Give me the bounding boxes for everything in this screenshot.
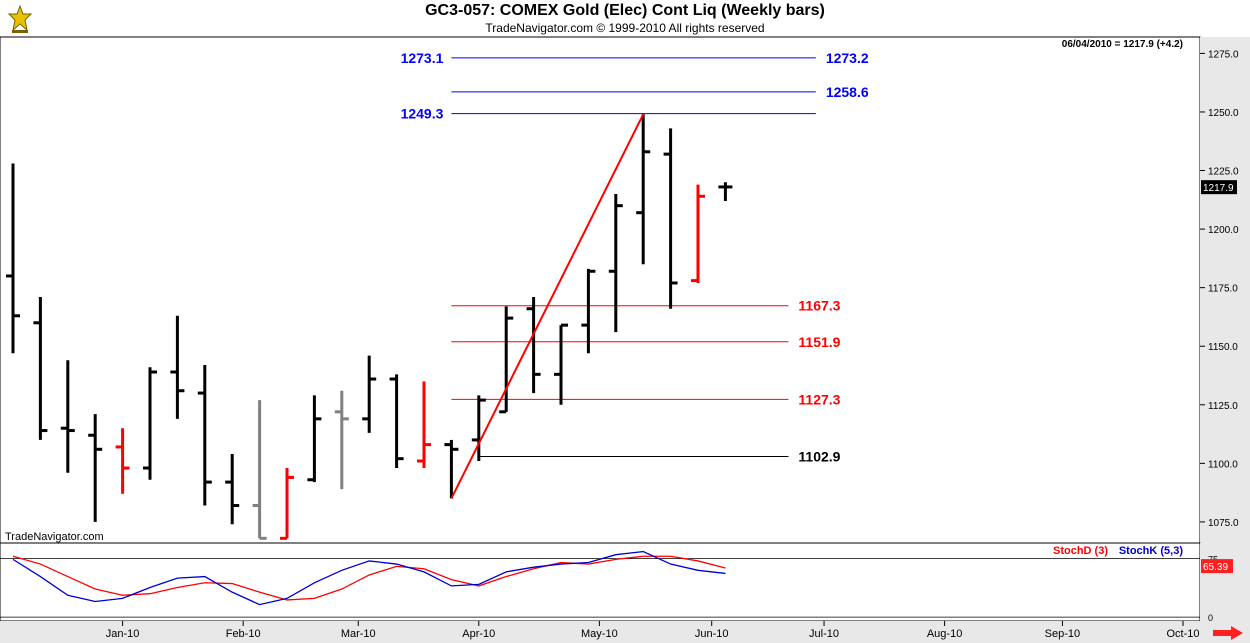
retracement-label: 1102.9 xyxy=(798,449,840,465)
y-tick-label: 1100.0 xyxy=(1208,459,1238,470)
target-label-left: 1249.3 xyxy=(401,106,444,122)
ohlc-bar xyxy=(691,184,705,283)
x-tick-label: May-10 xyxy=(581,628,618,640)
price-pane xyxy=(0,36,1201,544)
stochk-legend: StochK (5,3) xyxy=(1119,545,1184,557)
y-tick-label: 1200.0 xyxy=(1208,225,1239,236)
y-tick-label: 1225.0 xyxy=(1208,167,1239,178)
ohlc-bar xyxy=(636,114,651,265)
ohlc-bar xyxy=(581,268,596,354)
target-label-left: 1273.1 xyxy=(401,50,444,66)
stoch-last-tag-bg xyxy=(1201,559,1233,574)
x-tick-label: Jan-10 xyxy=(106,628,140,640)
x-tick-label: Jun-10 xyxy=(695,628,729,640)
stoch-last-tag: 65.39 xyxy=(1203,562,1228,573)
stoch-series-line xyxy=(12,550,726,606)
ohlc-bar xyxy=(554,323,568,405)
chart-title: GC3-057: COMEX Gold (Elec) Cont Liq (Wee… xyxy=(425,2,825,19)
ohlc-bar xyxy=(88,414,103,522)
ohlc-bar xyxy=(334,390,349,490)
ohlc-bar xyxy=(280,468,294,540)
chart-header: GC3-057: COMEX Gold (Elec) Cont Liq (Wee… xyxy=(0,0,1250,37)
ohlc-bar xyxy=(718,182,733,201)
ohlc-bar xyxy=(307,395,322,483)
ohlc-bar xyxy=(389,374,404,469)
ohlc-bar xyxy=(6,163,20,354)
y-tick-label: 1125.0 xyxy=(1208,401,1238,412)
x-tick-label: Jul-10 xyxy=(809,628,839,640)
stoch-axis xyxy=(1200,543,1250,621)
x-tick-label: Oct-10 xyxy=(1166,628,1199,640)
x-tick-label: Aug-10 xyxy=(927,628,962,640)
ohlc-bar xyxy=(115,428,130,494)
ohlc-bar xyxy=(499,306,514,414)
x-tick-label: Mar-10 xyxy=(341,628,376,640)
last-price-info: 06/04/2010 = 1217.9 (+4.2) xyxy=(1062,39,1183,50)
target-label-right: 1258.6 xyxy=(826,84,869,100)
ohlc-bar xyxy=(252,400,267,540)
ohlc-bar xyxy=(197,364,212,506)
scroll-right-arrow-icon[interactable] xyxy=(1213,626,1243,640)
retracement-label: 1127.3 xyxy=(798,391,840,407)
y-tick-label: 1275.0 xyxy=(1208,49,1239,60)
target-label-right: 1273.2 xyxy=(826,50,869,66)
ohlc-bar xyxy=(471,395,486,462)
last-price-tag-bg xyxy=(1201,180,1237,195)
ohlc-bar xyxy=(170,315,185,419)
retracement-label: 1151.9 xyxy=(798,334,840,350)
stoch-pane xyxy=(0,542,1201,622)
watermark: TradeNavigator.com xyxy=(5,531,104,543)
y-tick-label: 1250.0 xyxy=(1208,108,1239,119)
ohlc-bar xyxy=(417,381,431,469)
swing-line xyxy=(450,113,645,499)
ohlc-bar xyxy=(60,360,75,473)
trader-logo-icon xyxy=(7,4,33,33)
price-axis xyxy=(1200,37,1250,543)
y-tick-label: 1175.0 xyxy=(1208,284,1238,295)
chart-subtitle: TradeNavigator.com © 1999-2010 All right… xyxy=(485,21,765,35)
y-tick-label: 1075.0 xyxy=(1208,518,1239,529)
ohlc-bar xyxy=(444,439,459,499)
ohlc-bar xyxy=(526,297,541,394)
x-tick-label: Feb-10 xyxy=(226,628,261,640)
ohlc-bar xyxy=(608,193,623,333)
ohlc-bar xyxy=(143,367,157,480)
y-tick-label: 1150.0 xyxy=(1208,342,1238,353)
x-tick-label: Apr-10 xyxy=(462,628,495,640)
retracement-label: 1167.3 xyxy=(798,298,840,314)
last-price-tag: 1217.9 xyxy=(1203,183,1234,194)
ohlc-bar xyxy=(362,355,377,433)
stochd-legend: StochD (3) xyxy=(1053,545,1108,557)
date-axis xyxy=(0,621,1250,643)
ohlc-bar xyxy=(225,453,240,525)
x-tick-label: Sep-10 xyxy=(1045,628,1080,640)
ohlc-bar xyxy=(663,128,678,309)
ohlc-bar xyxy=(33,297,48,440)
stoch-tick-label: 0 xyxy=(1208,613,1213,623)
